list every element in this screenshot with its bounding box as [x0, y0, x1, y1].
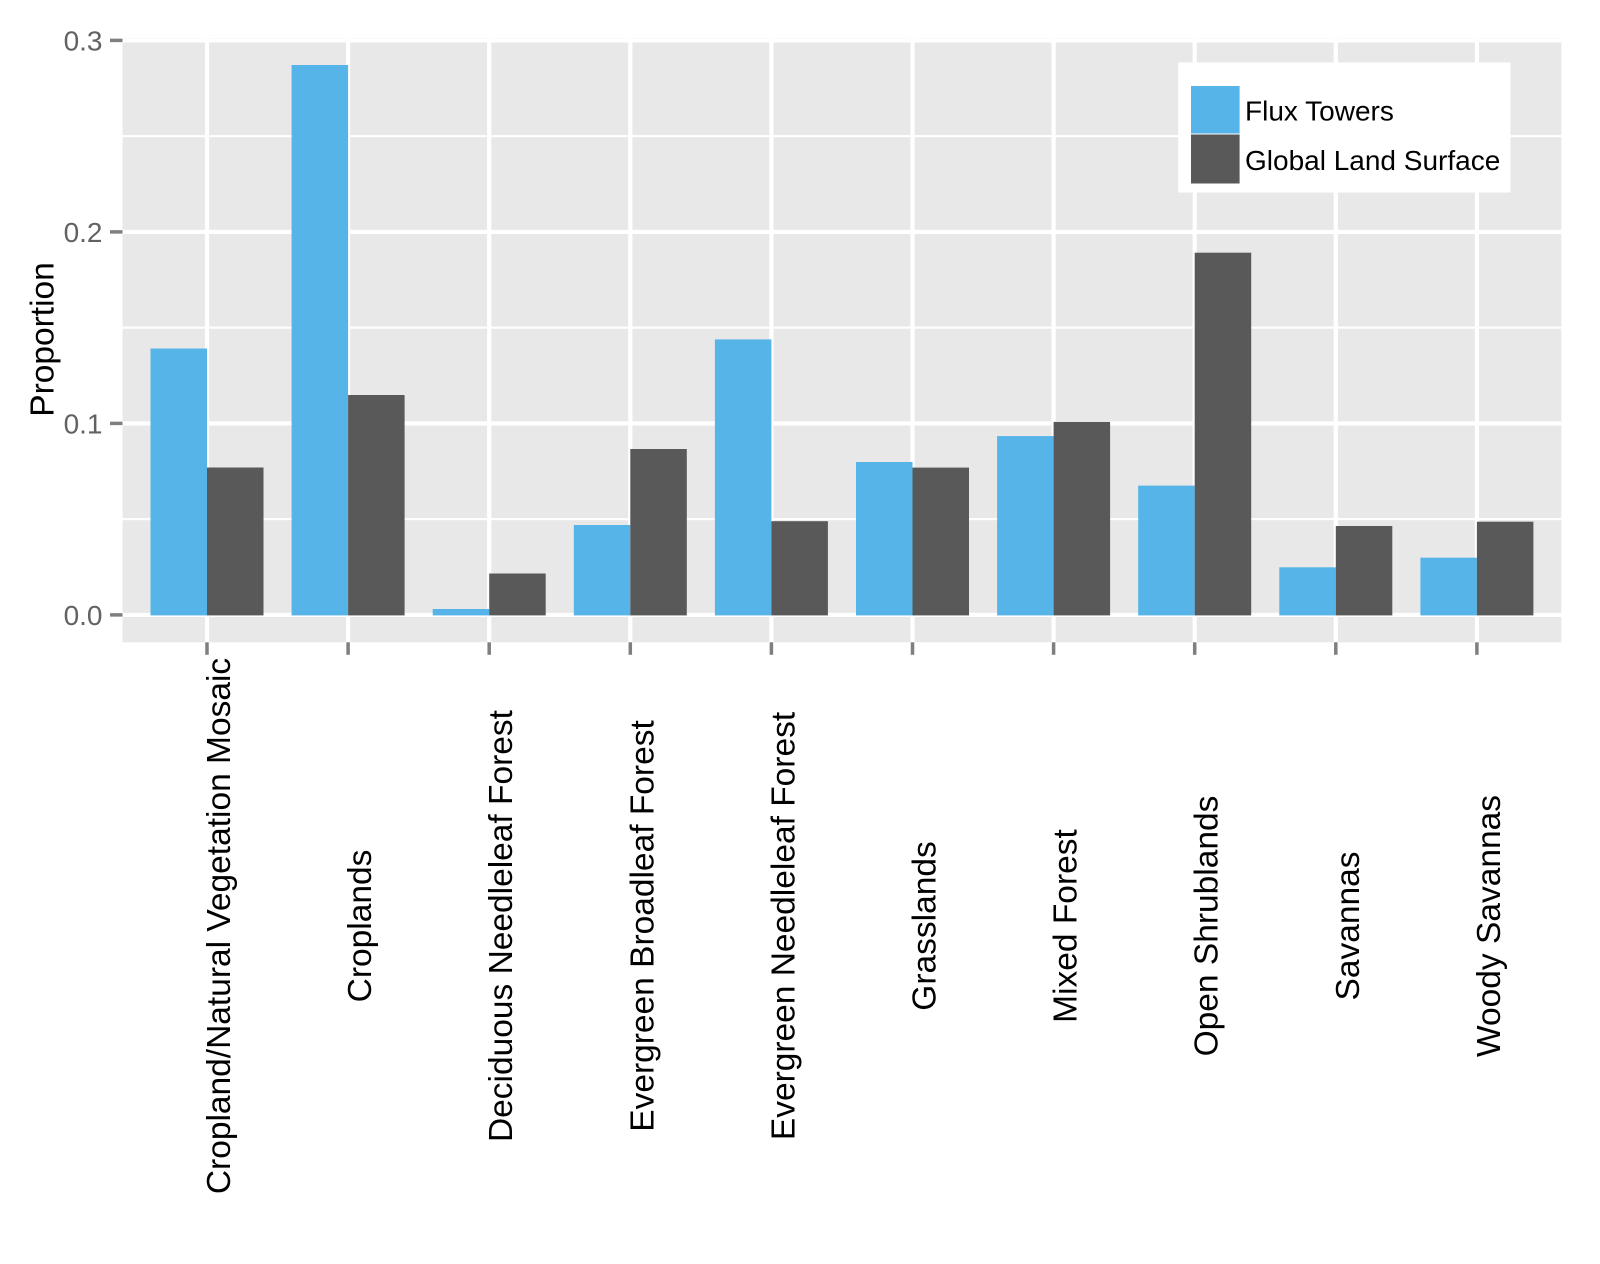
svg-text:Evergreen Needleleaf Forest: Evergreen Needleleaf Forest	[765, 711, 802, 1140]
svg-text:Woody Savannas: Woody Savannas	[1471, 795, 1508, 1057]
svg-text:Deciduous Needleleaf Forest: Deciduous Needleleaf Forest	[483, 709, 520, 1142]
svg-text:Global Land Surface: Global Land Surface	[1245, 145, 1500, 176]
svg-text:0.2: 0.2	[64, 217, 103, 248]
svg-text:Open Shrublands: Open Shrublands	[1189, 796, 1226, 1057]
svg-text:Cropland/Natural Vegetation Mo: Cropland/Natural Vegetation Mosaic	[201, 658, 238, 1194]
svg-text:0.0: 0.0	[64, 600, 103, 631]
svg-text:Proportion: Proportion	[25, 262, 62, 417]
svg-text:0.3: 0.3	[64, 26, 103, 57]
svg-text:Savannas: Savannas	[1330, 852, 1367, 1001]
svg-text:Grasslands: Grasslands	[907, 841, 944, 1010]
svg-text:0.1: 0.1	[64, 409, 103, 440]
svg-text:Evergreen Broadleaf Forest: Evergreen Broadleaf Forest	[624, 720, 661, 1132]
svg-text:Mixed Forest: Mixed Forest	[1048, 829, 1085, 1023]
svg-text:Flux Towers: Flux Towers	[1245, 95, 1394, 126]
svg-text:Croplands: Croplands	[342, 850, 379, 1003]
